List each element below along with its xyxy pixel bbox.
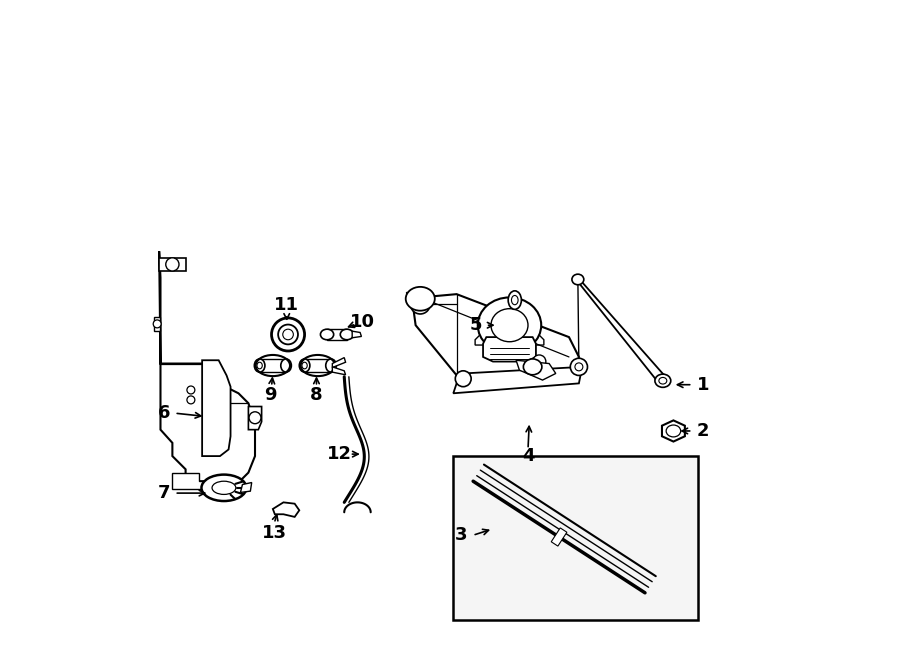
Polygon shape <box>662 420 685 442</box>
Polygon shape <box>259 359 286 372</box>
Ellipse shape <box>455 371 472 387</box>
Text: 10: 10 <box>350 313 375 331</box>
Polygon shape <box>483 337 536 362</box>
Ellipse shape <box>491 309 528 342</box>
Text: 8: 8 <box>310 385 323 404</box>
Ellipse shape <box>187 396 195 404</box>
Text: 4: 4 <box>522 447 535 465</box>
Bar <box>454 456 698 620</box>
Polygon shape <box>414 294 579 383</box>
Ellipse shape <box>572 274 584 285</box>
Polygon shape <box>202 360 230 456</box>
Text: 6: 6 <box>158 404 171 422</box>
Polygon shape <box>159 258 185 271</box>
Polygon shape <box>577 278 666 383</box>
Polygon shape <box>327 329 346 340</box>
Ellipse shape <box>153 320 161 328</box>
Polygon shape <box>240 483 252 492</box>
Polygon shape <box>304 359 331 372</box>
Polygon shape <box>154 317 160 330</box>
Polygon shape <box>248 407 262 430</box>
Text: 7: 7 <box>158 484 171 502</box>
Ellipse shape <box>257 362 262 369</box>
Ellipse shape <box>166 258 179 271</box>
Polygon shape <box>332 367 346 375</box>
Ellipse shape <box>410 294 430 314</box>
Ellipse shape <box>278 325 298 344</box>
Ellipse shape <box>655 374 670 387</box>
Ellipse shape <box>666 425 680 437</box>
Text: 5: 5 <box>470 316 482 334</box>
Text: 12: 12 <box>327 445 352 463</box>
Polygon shape <box>551 528 567 546</box>
Polygon shape <box>475 335 544 345</box>
Polygon shape <box>332 358 346 368</box>
Ellipse shape <box>255 359 265 372</box>
Ellipse shape <box>571 358 588 375</box>
Ellipse shape <box>300 359 310 372</box>
Ellipse shape <box>202 475 247 501</box>
Text: 9: 9 <box>264 385 276 404</box>
Ellipse shape <box>272 318 304 351</box>
Ellipse shape <box>187 386 195 394</box>
Polygon shape <box>173 473 212 489</box>
Ellipse shape <box>406 287 435 311</box>
Polygon shape <box>159 251 255 488</box>
Ellipse shape <box>326 359 337 372</box>
Ellipse shape <box>533 355 545 368</box>
Ellipse shape <box>659 377 667 384</box>
Polygon shape <box>516 360 556 380</box>
Polygon shape <box>407 292 420 304</box>
Text: 3: 3 <box>455 526 467 545</box>
Ellipse shape <box>508 291 521 309</box>
Ellipse shape <box>302 362 307 369</box>
Text: 2: 2 <box>697 422 709 440</box>
Ellipse shape <box>478 297 541 353</box>
Ellipse shape <box>340 329 354 340</box>
Ellipse shape <box>283 329 293 340</box>
Ellipse shape <box>249 412 261 424</box>
Ellipse shape <box>511 295 518 305</box>
Text: 11: 11 <box>274 296 299 315</box>
Ellipse shape <box>575 363 583 371</box>
Polygon shape <box>454 367 582 393</box>
Ellipse shape <box>212 481 236 494</box>
Ellipse shape <box>416 299 425 309</box>
Text: 13: 13 <box>262 524 287 543</box>
Ellipse shape <box>281 359 292 372</box>
Polygon shape <box>273 502 300 517</box>
Polygon shape <box>352 331 362 338</box>
Text: 1: 1 <box>697 375 709 394</box>
Ellipse shape <box>524 359 542 375</box>
Ellipse shape <box>320 329 334 340</box>
